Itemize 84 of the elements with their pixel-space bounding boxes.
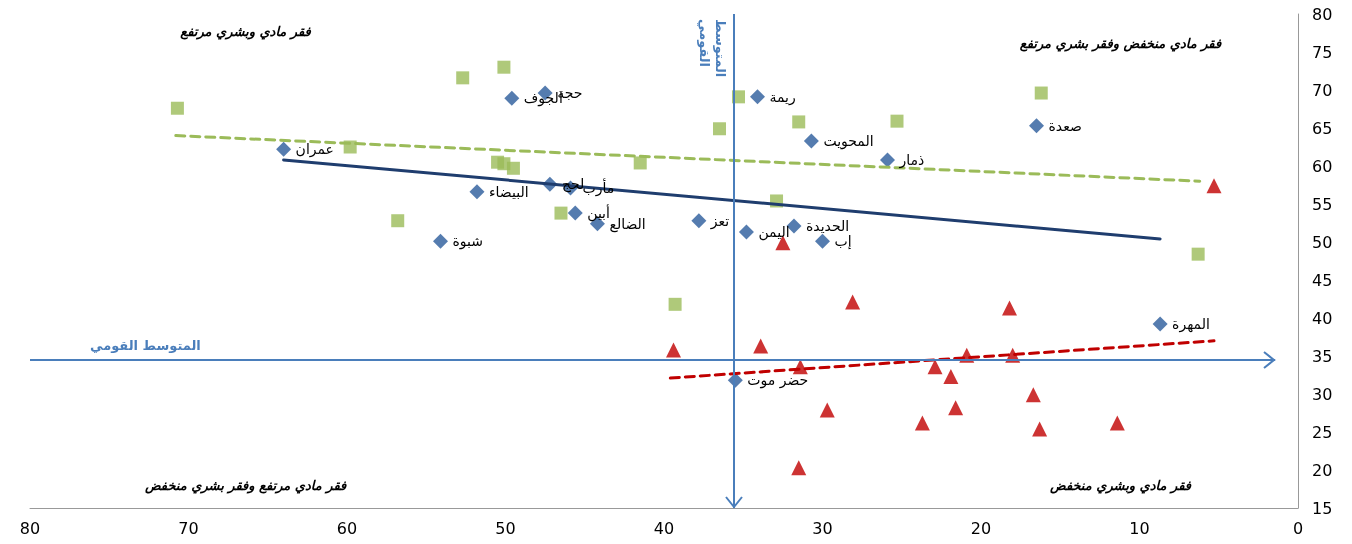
point [170,101,184,115]
annotation: عمران [295,141,334,159]
point [750,89,766,105]
annotation: فقر مادي مرتفع وفقر بشري منخفض [143,478,347,495]
annotation: فقر مادي وبشري مرتفع [180,23,312,40]
x-tick-label: 10 [1129,518,1150,538]
point [819,402,835,418]
y-tick-label: 65 [1312,118,1333,138]
point [506,161,520,175]
x-tick-label: 50 [495,518,516,538]
point [803,133,819,149]
x-tick-label: 80 [19,518,41,538]
y-tick-label: 50 [1312,232,1333,252]
point [433,233,449,249]
point [948,400,964,416]
y-tick-label: 70 [1312,80,1333,100]
y-tick-label: 60 [1312,156,1333,176]
annotation: فقر مادي منخفض وفقر بشري مرتفع [1019,36,1222,53]
x-tick-label: 0 [1292,518,1304,538]
annotation: أبين [587,204,611,223]
ref-line-label: المتوسط القومي [697,19,729,78]
ref-line-label: المتوسط القومي [90,337,201,353]
point [753,338,769,354]
point [497,60,511,74]
point [1032,421,1048,437]
y-tick-label: 15 [1312,498,1333,518]
y-tick-label: 20 [1312,460,1333,480]
point [845,294,861,310]
point [815,233,830,249]
y-tick-label: 40 [1312,308,1333,328]
point [391,214,405,228]
point [1152,316,1168,332]
point [276,141,292,157]
point [1034,86,1048,100]
point [633,156,647,170]
point [668,297,682,311]
annotation: المحويت [823,132,874,150]
x-tick-label: 40 [653,518,675,538]
point [554,206,568,220]
point [691,213,707,229]
annotation: إب [834,233,852,251]
point [738,224,754,240]
x-tick-label: 70 [178,518,199,538]
x-tick-label: 30 [812,518,833,538]
annotation: حضر موت [747,372,809,390]
point [469,184,485,200]
point [1028,118,1044,134]
point [1191,247,1205,261]
annotation: صعدة [1048,117,1082,134]
annotation: ذمار [898,151,925,169]
annotation: الضالع [609,215,646,233]
y-tick-label: 45 [1312,270,1333,290]
annotation: فقر مادي وبشري منخفض [1048,478,1192,495]
point [879,152,895,168]
point [1206,178,1222,194]
y-tick-label: 35 [1312,346,1333,366]
point [567,205,583,221]
annotation: الحديدة [805,218,850,235]
annotation: ريمة [769,88,796,106]
y-tick-label: 75 [1312,42,1333,62]
y-tick-label: 30 [1312,384,1333,404]
point [791,460,807,476]
annotation: البيضاء [488,183,529,200]
point [666,342,682,358]
annotation: تعز [709,212,730,230]
y-tick-label: 25 [1312,422,1333,442]
point [914,415,930,431]
annotation: المهرة [1172,316,1210,334]
point [792,115,806,129]
annotation: اليمن [758,224,790,242]
point [456,71,470,85]
annotation: شبوة [452,233,484,251]
point [1025,387,1041,403]
point [890,114,904,128]
y-tick-label: 80 [1312,4,1333,24]
point [927,359,943,375]
point [1002,300,1018,316]
point [1109,415,1125,431]
y-tick-label: 55 [1312,194,1333,214]
point [712,122,726,136]
x-tick-label: 20 [970,518,992,538]
x-tick-label: 60 [336,518,358,538]
point [504,90,520,106]
point [943,369,959,385]
